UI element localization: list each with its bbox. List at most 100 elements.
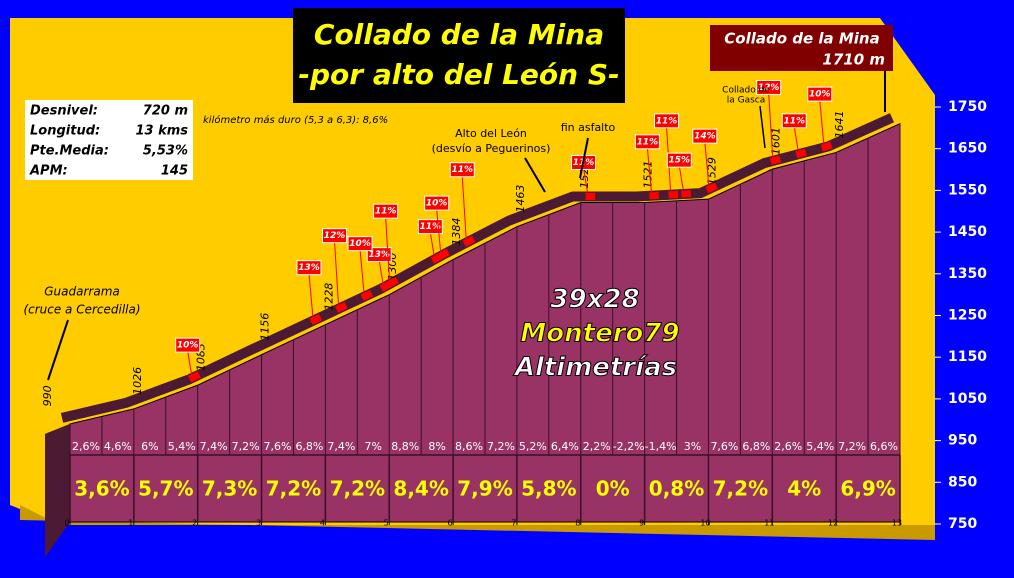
y-tick-label: 750 <box>948 516 977 532</box>
km-grade: 5,8% <box>521 477 576 501</box>
place-pointer <box>524 157 546 193</box>
altitude-label: 1529 <box>705 157 718 185</box>
summit-altitude: 1710 m <box>822 51 885 69</box>
ramp-label: 11% <box>783 116 805 126</box>
place-label: Collado de <box>722 86 770 96</box>
ramp-pointer <box>704 142 710 187</box>
place-pointer <box>759 105 766 149</box>
ramp-label-box <box>417 219 443 235</box>
y-tick-label: 850 <box>948 474 977 490</box>
y-tick-label: 1650 <box>948 141 987 157</box>
steep-ramp <box>188 371 201 383</box>
x-tick-label: 9 <box>639 519 644 528</box>
x-tick-label: 2 <box>192 519 197 528</box>
stat-label: Desnivel: <box>30 104 98 119</box>
hardest-km: kilómetro más duro (5,3 a 6,3): 8,6% <box>203 114 388 126</box>
ramp-label: 11% <box>375 207 397 217</box>
steep-ramp <box>437 248 450 261</box>
ramp-pointer <box>429 232 435 257</box>
km-grade: 7,2% <box>266 477 321 501</box>
altitude-label: 1228 <box>322 283 335 311</box>
place-label: (desvío a Peguerinos) <box>432 142 551 155</box>
km-grade: 7,9% <box>457 477 512 501</box>
watermark: Altimetrías <box>513 353 677 383</box>
altitude-label: 1384 <box>450 218 463 246</box>
ramp-pointer <box>768 93 774 158</box>
half-km-grade: 7,4% <box>200 440 228 453</box>
x-tick-label: 3 <box>256 519 261 528</box>
half-km-grade: 5,4% <box>806 440 834 453</box>
x-tick-label: 8 <box>575 519 580 528</box>
y-tick-label: 1250 <box>948 308 987 324</box>
km-grade: 0,8% <box>649 477 704 501</box>
km-grade: 7,2% <box>330 477 385 501</box>
steep-ramp <box>668 190 679 199</box>
km-grade: 8,4% <box>393 477 448 501</box>
ramp-label-box <box>373 203 399 219</box>
half-km-grade: 8,8% <box>391 440 419 453</box>
x-tick-label: 12 <box>828 519 838 528</box>
x-tick-label: 7 <box>511 519 516 528</box>
ramp-pointer <box>378 260 384 285</box>
summit-name: Collado de la Mina <box>724 30 879 48</box>
half-km-grade: 2,2% <box>583 440 611 453</box>
ramp-pointer <box>793 126 799 151</box>
ramp-label: 11% <box>451 165 473 175</box>
ramp-label: 12% <box>758 83 780 93</box>
half-km-grade: 7,4% <box>327 440 355 453</box>
stat-value: 5,53% <box>143 144 188 159</box>
ramp-label-box <box>347 236 373 252</box>
ramp-pointer <box>308 273 314 318</box>
stat-value: 145 <box>161 164 188 179</box>
half-km-grade: -2,2% <box>613 440 645 453</box>
place-label: Guadarrama <box>44 285 120 299</box>
ramp-pointer <box>334 241 340 306</box>
ramp-pointer <box>678 166 684 191</box>
y-tick-label: 950 <box>948 433 977 449</box>
ramp-label: 14% <box>694 132 716 142</box>
ramp-pointer <box>359 249 365 294</box>
ramp-pointer <box>385 217 391 282</box>
ramp-label: 13% <box>368 250 390 260</box>
watermark: 39x28 <box>550 285 639 315</box>
altitude-label: 1463 <box>514 185 527 213</box>
stat-value: 720 m <box>143 104 188 119</box>
half-km-grade: 8% <box>428 440 445 453</box>
stat-label: Longitud: <box>30 124 100 139</box>
ramp-label-box <box>807 86 833 102</box>
half-km-grade: 7,2% <box>487 440 515 453</box>
panel-floor <box>20 505 935 540</box>
altitude-label: 990 <box>41 385 54 406</box>
y-tick-label: 1150 <box>948 349 987 365</box>
steep-ramp <box>769 155 782 165</box>
place-pointer <box>579 137 589 179</box>
half-km-grade: -1,4% <box>645 440 677 453</box>
x-tick-label: 10 <box>700 519 710 528</box>
half-km-grade: 3% <box>684 440 701 453</box>
steep-ramp <box>795 148 807 159</box>
x-tick-label: 11 <box>764 519 774 528</box>
x-tick-label: 13 <box>892 519 902 528</box>
profile-side <box>45 423 70 557</box>
y-tick-label: 1350 <box>948 266 987 282</box>
watermark: Montero79 <box>520 319 679 349</box>
km-grade: 4% <box>787 477 821 501</box>
title-line: -por alto del León S- <box>298 58 619 91</box>
ramp-label-box <box>175 337 201 353</box>
half-km-grade: 6,6% <box>870 440 898 453</box>
half-km-grade: 2,6% <box>72 440 100 453</box>
ramp-label-box <box>322 228 348 244</box>
y-tick-label: 1750 <box>948 99 987 115</box>
altitude-label: 1641 <box>833 110 846 138</box>
half-km-grade: 7,2% <box>838 440 866 453</box>
stat-label: APM: <box>29 164 68 179</box>
ramp-label-box <box>692 128 718 144</box>
ramp-pointer <box>461 175 467 240</box>
altitude-label: 1521 <box>642 160 655 188</box>
ramp-pointer <box>819 100 825 145</box>
stat-value: 13 kms <box>135 124 188 139</box>
half-km-grade: 6,8% <box>295 440 323 453</box>
steep-ramp <box>681 190 692 198</box>
